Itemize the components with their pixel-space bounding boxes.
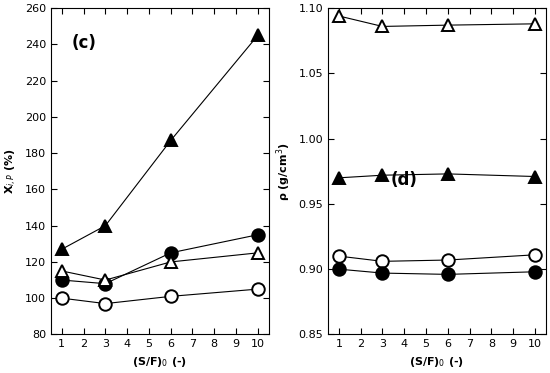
Text: (c): (c): [71, 34, 96, 52]
Y-axis label: ρ (g/cm$^3$): ρ (g/cm$^3$): [274, 142, 293, 201]
X-axis label: (S/F)$_0$ (-): (S/F)$_0$ (-): [410, 355, 464, 369]
X-axis label: (S/F)$_0$ (-): (S/F)$_0$ (-): [133, 355, 188, 369]
Text: (d): (d): [391, 171, 417, 189]
Y-axis label: X$_{i,P}$ (%): X$_{i,P}$ (%): [4, 148, 19, 194]
